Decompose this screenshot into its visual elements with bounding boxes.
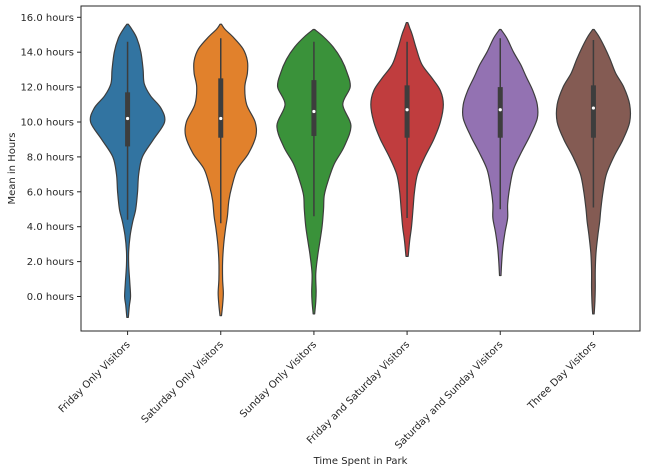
violin-iqr-box bbox=[311, 80, 317, 136]
y-tick-label: 6.0 hours bbox=[27, 187, 74, 198]
y-tick-label: 4.0 hours bbox=[27, 222, 74, 233]
y-tick-label: 14.0 hours bbox=[20, 48, 74, 59]
violin-median-dot bbox=[591, 106, 596, 110]
y-tick-label: 16.0 hours bbox=[20, 13, 74, 24]
x-tick-label: Friday and Saturday Visitors bbox=[305, 339, 412, 446]
violin-iqr-box bbox=[218, 78, 224, 138]
violin-median-dot bbox=[498, 108, 502, 112]
y-tick-label: 0.0 hours bbox=[27, 292, 74, 303]
x-tick-label: Three Day Visitors bbox=[525, 339, 598, 412]
y-axis-label: Mean in Hours bbox=[7, 132, 18, 204]
x-tick-label: Saturday Only Visitors bbox=[140, 339, 226, 425]
violin-median-dot bbox=[312, 109, 316, 114]
y-axis: 0.0 hours 2.0 hours 4.0 hours 6.0 hours 8.0 … bbox=[20, 13, 81, 303]
x-axis-label: Time Spent in Park bbox=[313, 456, 408, 467]
violin-median-dot bbox=[125, 116, 130, 121]
violin-friday-only-visitors bbox=[89, 23, 166, 319]
violin-three-day-visitors bbox=[555, 28, 632, 315]
violin-median-dot bbox=[219, 116, 223, 121]
plot-area bbox=[80, 5, 641, 332]
violins-group bbox=[89, 21, 632, 319]
violin-median-dot bbox=[405, 108, 409, 112]
x-axis: Friday Only Visitors Saturday Only Visito… bbox=[57, 331, 599, 451]
y-tick-label: 8.0 hours bbox=[27, 152, 74, 163]
y-tick-label: 2.0 hours bbox=[27, 257, 74, 268]
y-tick-label: 12.0 hours bbox=[20, 83, 74, 94]
x-tick-label: Saturday and Sunday Visitors bbox=[393, 339, 505, 451]
violin-saturday-only-visitors bbox=[184, 23, 258, 317]
violin-saturday-and-sunday-visitors bbox=[461, 28, 539, 277]
violin-sunday-only-visitors bbox=[276, 28, 352, 315]
violin-friday-and-saturday-visitors bbox=[370, 21, 444, 257]
x-tick-label: Friday Only Visitors bbox=[57, 339, 133, 415]
y-tick-label: 10.0 hours bbox=[20, 118, 74, 129]
violin-iqr-box bbox=[590, 85, 596, 138]
x-tick-label: Sunday Only Visitors bbox=[238, 339, 319, 420]
violin-iqr-box bbox=[404, 85, 410, 138]
violin-iqr-box bbox=[497, 87, 503, 138]
